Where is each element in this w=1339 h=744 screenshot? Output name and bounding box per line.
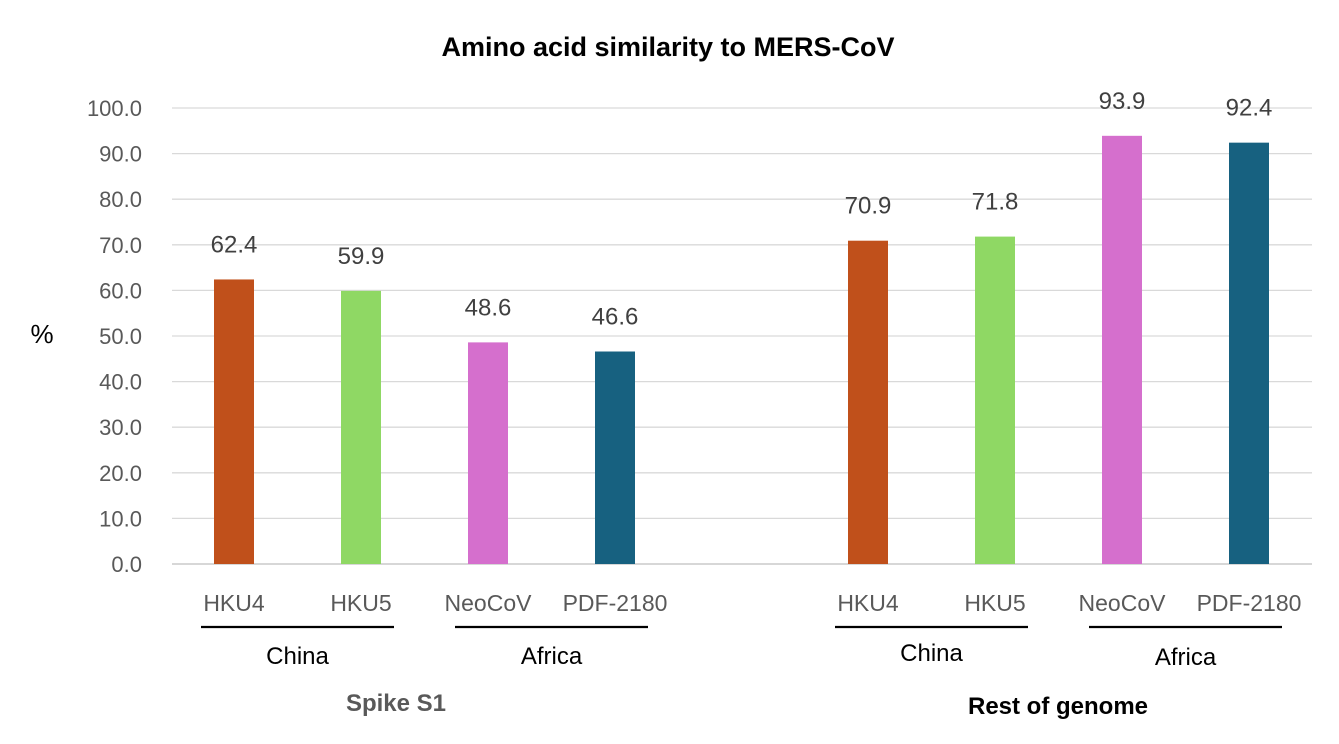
bar: [848, 240, 888, 565]
y-tick-label: 50.0: [99, 324, 142, 349]
category-label: NeoCoV: [1079, 590, 1167, 616]
y-axis-label: %: [30, 319, 53, 349]
bars: [214, 135, 1269, 565]
y-tick-label: 0.0: [111, 552, 142, 577]
category-label: PDF-2180: [563, 590, 668, 616]
y-tick-label: 10.0: [99, 506, 142, 531]
category-label: NeoCoV: [445, 590, 533, 616]
data-label: 92.4: [1226, 95, 1273, 122]
group-label: Spike S1: [346, 690, 446, 717]
y-tick-label: 100.0: [87, 96, 142, 121]
category-labels: HKU4 HKU5 NeoCoV PDF-2180 HKU4 HKU5 NeoCoV PDF-…: [203, 590, 1301, 616]
region-label: Africa: [521, 643, 583, 670]
bar: [214, 279, 254, 564]
category-label: HKU4: [837, 590, 899, 616]
group-labels: Spike S1 Rest of genome: [346, 690, 1148, 720]
region-label: Africa: [1155, 644, 1217, 671]
y-tick-label: 80.0: [99, 187, 142, 212]
data-label: 71.8: [972, 189, 1019, 216]
data-labels: 62.4 59.9 48.6 46.6 70.9 71.8 93.9 92.4: [211, 88, 1273, 331]
category-label: HKU4: [203, 590, 265, 616]
region-label: China: [900, 640, 963, 667]
data-label: 62.4: [211, 231, 258, 258]
y-tick-label: 20.0: [99, 461, 142, 486]
bar: [1102, 135, 1142, 565]
data-label: 70.9: [845, 193, 892, 220]
y-tick-label: 60.0: [99, 278, 142, 303]
data-label: 46.6: [592, 304, 639, 331]
y-tick-label: 40.0: [99, 370, 142, 395]
y-tick-label: 70.0: [99, 233, 142, 258]
bar: [975, 236, 1015, 565]
bar: [341, 290, 381, 564]
y-tick-label: 30.0: [99, 415, 142, 440]
data-label: 48.6: [465, 294, 512, 321]
category-label: HKU5: [330, 590, 391, 616]
bar: [1229, 142, 1269, 564]
y-axis-ticks: 0.0 10.0 20.0 30.0 40.0 50.0 60.0 70.0 80.0 90.0 1…: [87, 96, 142, 577]
region-labels: China Africa China Africa: [201, 625, 1282, 671]
data-label: 93.9: [1099, 88, 1146, 115]
data-label: 59.9: [338, 243, 385, 270]
region-label: China: [266, 643, 329, 670]
category-label: HKU5: [964, 590, 1025, 616]
group-label: Rest of genome: [968, 693, 1148, 720]
bar: [595, 351, 635, 564]
chart-title: Amino acid similarity to MERS-CoV: [441, 32, 894, 62]
bar: [468, 342, 508, 564]
category-label: PDF-2180: [1197, 590, 1302, 616]
y-tick-label: 90.0: [99, 142, 142, 167]
